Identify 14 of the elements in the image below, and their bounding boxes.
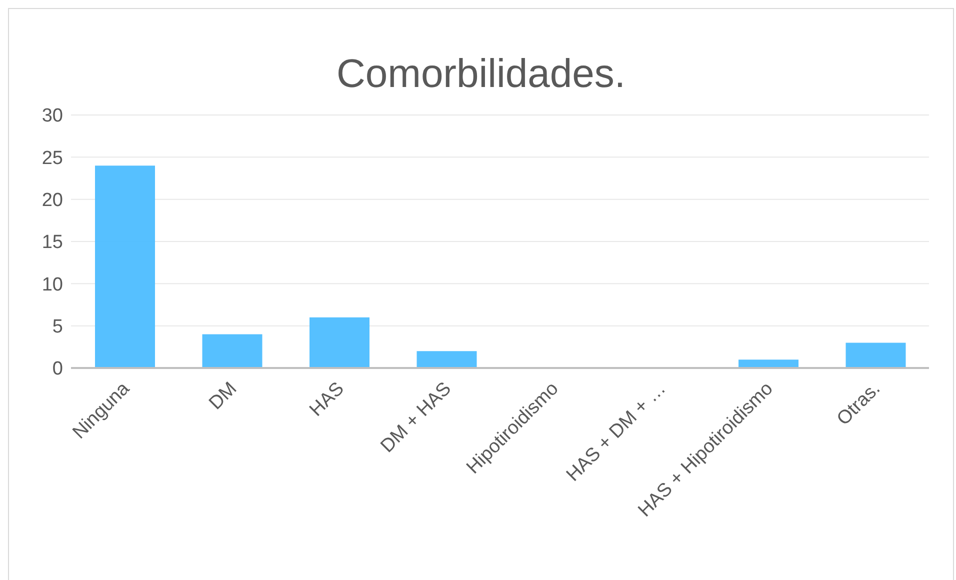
y-tick-label: 15 bbox=[42, 232, 63, 254]
y-tick-label: 5 bbox=[52, 316, 63, 338]
bar bbox=[95, 166, 155, 368]
y-tick-label: 25 bbox=[42, 148, 63, 169]
bar bbox=[310, 317, 370, 368]
x-tick-label: DM bbox=[205, 378, 242, 414]
y-tick-label: 30 bbox=[42, 106, 63, 127]
bar bbox=[846, 342, 906, 368]
y-tick-label: 0 bbox=[52, 358, 63, 380]
y-tick-label: 10 bbox=[42, 274, 63, 296]
bar bbox=[416, 351, 477, 368]
chart-title: Comorbilidades. bbox=[335, 51, 627, 97]
bar bbox=[202, 334, 262, 368]
y-tick-label: 20 bbox=[42, 190, 63, 212]
